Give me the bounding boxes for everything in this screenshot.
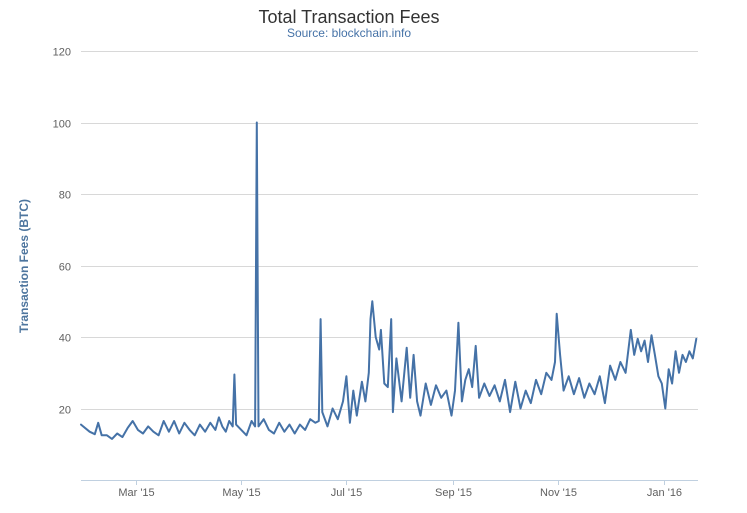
- x-tick-label: May '15: [222, 487, 260, 499]
- x-tick-label: Sep '15: [435, 487, 472, 499]
- y-axis-label: Transaction Fees (BTC): [17, 199, 31, 333]
- x-tick-label: Mar '15: [118, 487, 154, 499]
- y-tick-label: 20: [59, 405, 71, 417]
- y-axis-ticks: 20 40 60 80 100 120: [53, 47, 71, 417]
- y-tick-label: 80: [59, 190, 71, 202]
- y-tick-label: 60: [59, 262, 71, 274]
- x-tick-label: Nov '15: [540, 487, 577, 499]
- x-axis-ticks: Mar '15 May '15 Jul '15 Sep '15 Nov '15 Jan '…: [118, 480, 682, 499]
- y-tick-label: 120: [53, 47, 71, 59]
- series-line: [80, 121, 698, 440]
- x-tick-label: Jan '16: [647, 487, 682, 499]
- series-group: [80, 121, 698, 440]
- chart-title: Total Transaction Fees: [258, 7, 439, 27]
- chart-subtitle: Source: blockchain.info: [287, 26, 411, 40]
- y-tick-label: 100: [53, 119, 71, 131]
- x-tick-label: Jul '15: [331, 487, 362, 499]
- gridlines: [81, 51, 698, 410]
- y-tick-label: 40: [59, 333, 71, 345]
